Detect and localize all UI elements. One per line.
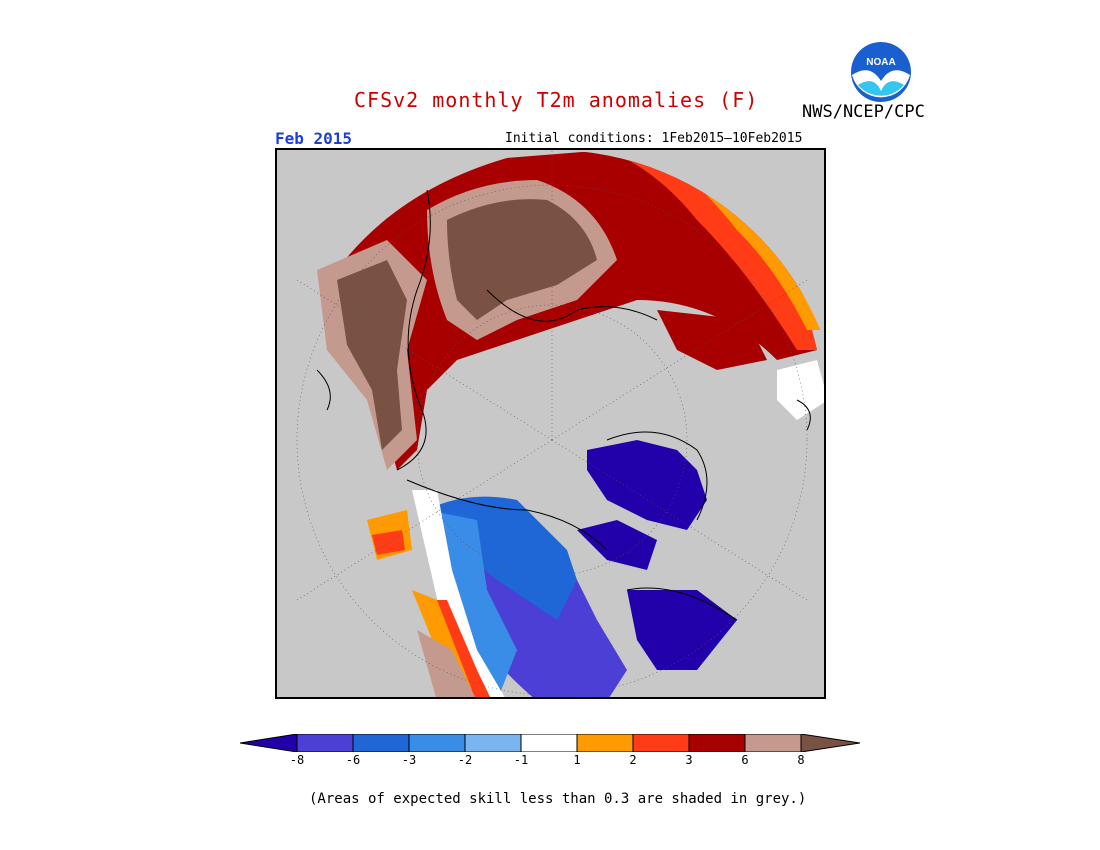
colorbar <box>239 733 861 753</box>
colorbar-bin <box>744 733 802 753</box>
skill-note: (Areas of expected skill less than 0.3 a… <box>309 791 807 807</box>
colorbar-tick-label: -1 <box>513 753 529 767</box>
graticule <box>296 150 808 696</box>
colorbar-tick-label: -3 <box>401 753 417 767</box>
colorbar-bin <box>688 733 746 753</box>
agency-label: NWS/NCEP/CPC <box>802 102 925 122</box>
valid-month: Feb 2015 <box>275 129 353 148</box>
initial-conditions: Initial conditions: 1Feb2015–10Feb2015 <box>505 131 803 146</box>
colorbar-tick-label: 8 <box>797 753 805 767</box>
colorbar-bin <box>520 733 578 753</box>
coastlines <box>316 189 811 621</box>
colorbar-bin <box>408 733 466 753</box>
colorbar-tick-label: 1 <box>573 753 581 767</box>
svg-text:NOAA: NOAA <box>866 57 895 68</box>
colorbar-tick-label: 3 <box>685 753 693 767</box>
polar-map <box>275 148 826 699</box>
noaa-logo: NOAA <box>850 41 912 103</box>
colorbar-bin <box>464 733 522 753</box>
colorbar-tick-label: -8 <box>289 753 305 767</box>
cold-anomaly-region-north-america <box>367 440 737 697</box>
colorbar-left-arrow <box>239 733 298 753</box>
chart-title: CFSv2 monthly T2m anomalies (F) <box>354 88 759 112</box>
colorbar-bin <box>352 733 410 753</box>
colorbar-bin <box>296 733 354 753</box>
colorbar-tick-label: 2 <box>629 753 637 767</box>
colorbar-bin <box>576 733 634 753</box>
colorbar-tick-label: -6 <box>345 753 361 767</box>
colorbar-tick-label: -2 <box>457 753 473 767</box>
colorbar-bin <box>632 733 690 753</box>
colorbar-right-arrow <box>800 733 861 753</box>
colorbar-tick-label: 6 <box>741 753 749 767</box>
